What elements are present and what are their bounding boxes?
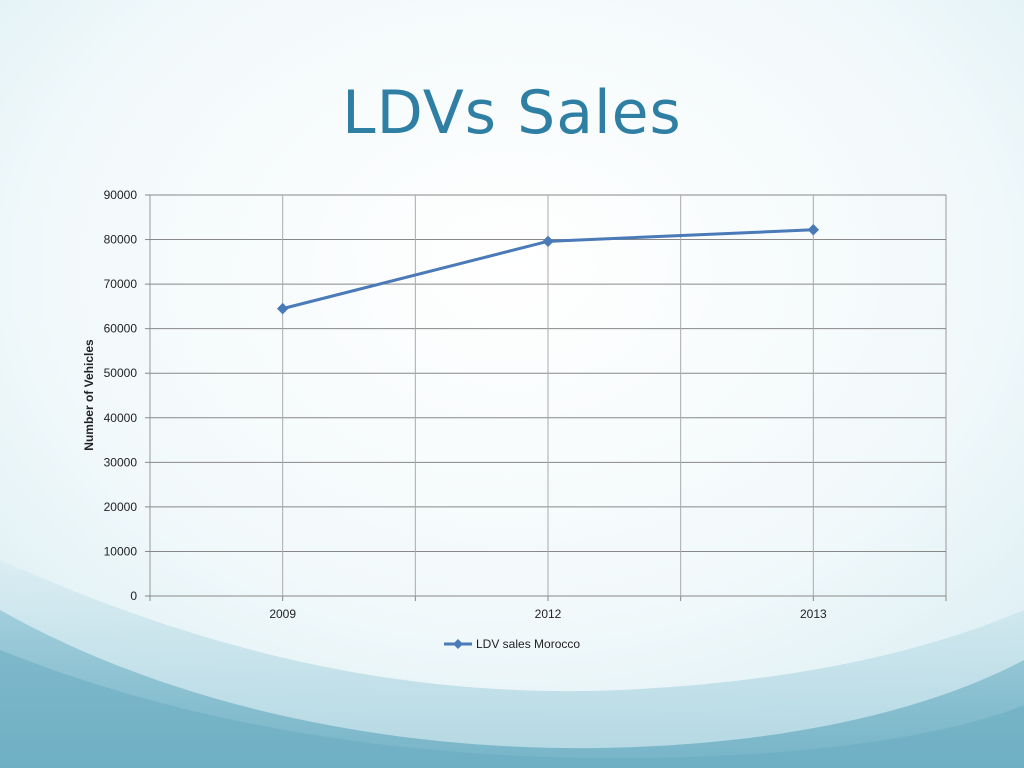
y-tick-label: 60000 [104,322,138,336]
y-tick-label: 0 [130,589,137,603]
x-axis-tick-labels: 2009 2012 2013 [269,607,827,621]
series-layer [276,224,820,315]
legend: LDV sales Morocco [444,637,580,651]
slide-title: LDVs Sales [342,78,682,148]
y-tick-label: 40000 [104,411,138,425]
y-tick-label: 70000 [104,277,138,291]
y-axis-tick-labels: 0 10000 20000 30000 40000 50000 60000 70000 8000… [104,188,138,603]
y-tick-label: 20000 [104,500,138,514]
legend-label: LDV sales Morocco [476,637,580,651]
x-tick-label: 2013 [800,607,827,621]
y-tick-label: 10000 [104,544,138,558]
data-point-marker [542,235,554,248]
y-tick-label: 50000 [104,366,138,380]
y-axis-title: Number of Vehicles [82,339,96,451]
y-tick-label: 90000 [104,188,138,202]
x-tick-label: 2009 [269,607,296,621]
legend-marker [453,639,463,649]
wave-highlight [0,650,1024,768]
y-tick-label: 30000 [104,455,138,469]
x-tick-label: 2012 [535,607,562,621]
grid-layer [145,194,947,601]
data-point-marker [276,302,289,315]
data-point-marker [807,224,820,236]
y-tick-label: 80000 [104,233,138,247]
